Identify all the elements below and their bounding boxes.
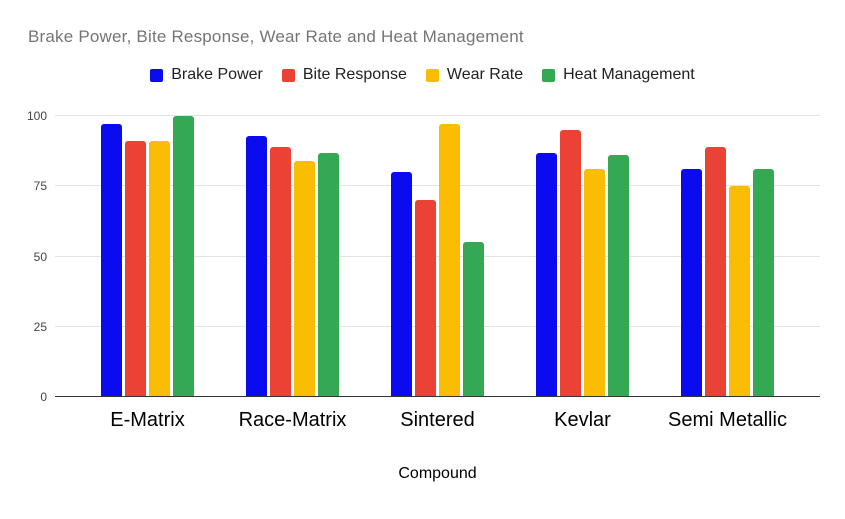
bar-group-race-matrix: [220, 116, 365, 397]
legend-item-heat-management: Heat Management: [542, 66, 695, 84]
bar-group-e-matrix: [75, 116, 220, 397]
x-axis-labels: E-Matrix Race-Matrix Sintered Kevlar Semi Me…: [55, 409, 820, 432]
legend-swatch-brake-power-icon: [150, 68, 164, 82]
bar-brake-power-semi-metallic: [681, 169, 702, 397]
legend-swatch-bite-response-icon: [281, 68, 295, 82]
bar-brake-power-kevlar: [536, 152, 557, 397]
x-axis-label-race-matrix: Race-Matrix: [238, 409, 347, 431]
bar-brake-power-sintered: [391, 172, 412, 397]
chart-legend: Brake Power Bite Response Wear Rate Heat…: [0, 66, 845, 84]
bar-group-sintered: [365, 116, 510, 397]
bar-wear-rate-race-matrix: [294, 160, 315, 397]
bar-heat-management-e-matrix: [173, 116, 194, 397]
bar-heat-management-sintered: [463, 242, 484, 397]
legend-item-brake-power: Brake Power: [150, 66, 263, 84]
plot-area: 0 25 50 75 100: [27, 109, 820, 404]
bar-heat-management-race-matrix: [318, 152, 339, 397]
legend-item-wear-rate: Wear Rate: [425, 66, 524, 84]
bar-heat-management-kevlar: [608, 155, 629, 397]
legend-swatch-wear-rate-icon: [425, 68, 439, 82]
gridline-50: [55, 255, 820, 257]
legend-swatch-heat-management-icon: [542, 68, 556, 82]
bar-brake-power-race-matrix: [246, 135, 267, 397]
legend-label-bite-response: Bite Response: [302, 66, 407, 83]
bar-wear-rate-kevlar: [584, 169, 605, 397]
gridline-75: [55, 185, 820, 187]
bar-wear-rate-semi-metallic: [729, 186, 750, 397]
y-tick-label-50: 50: [33, 249, 47, 264]
bar-group-kevlar: [510, 116, 655, 397]
bar-bite-response-sintered: [415, 200, 436, 397]
bar-bite-response-kevlar: [560, 130, 581, 397]
bar-bite-response-e-matrix: [125, 141, 146, 397]
legend-label-heat-management: Heat Management: [563, 66, 695, 83]
x-axis-label-e-matrix: E-Matrix: [110, 409, 185, 431]
bar-bite-response-semi-metallic: [705, 146, 726, 397]
legend-item-bite-response: Bite Response: [281, 66, 407, 84]
bar-wear-rate-e-matrix: [149, 141, 170, 397]
gridline-100: [55, 115, 820, 116]
gridline-25: [55, 325, 820, 327]
bar-group-semi-metallic: [655, 116, 800, 397]
x-axis-title: Compound: [398, 465, 477, 482]
bar-bite-response-race-matrix: [270, 146, 291, 397]
y-tick-label-25: 25: [33, 319, 47, 334]
y-tick-label-100: 100: [26, 109, 47, 123]
bar-wear-rate-sintered: [439, 124, 460, 397]
bar-brake-power-e-matrix: [101, 124, 122, 397]
bar-groups: [55, 116, 820, 397]
y-tick-label-0: 0: [40, 390, 47, 404]
chart-title: Brake Power, Bite Response, Wear Rate an…: [28, 27, 524, 46]
x-axis-label-sintered: Sintered: [400, 409, 475, 431]
legend-label-wear-rate: Wear Rate: [446, 66, 524, 83]
x-axis-label-kevlar: Kevlar: [554, 409, 611, 431]
bar-heat-management-semi-metallic: [753, 169, 774, 397]
x-axis-line: [55, 396, 820, 397]
x-axis-label-semi-metallic: Semi Metallic: [668, 409, 787, 431]
legend-label-brake-power: Brake Power: [171, 66, 263, 83]
y-tick-label-75: 75: [33, 179, 47, 194]
